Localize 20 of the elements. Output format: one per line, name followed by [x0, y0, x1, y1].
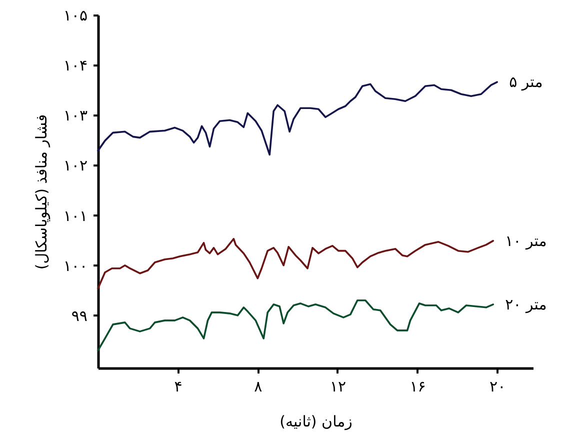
- x-tick-label: ۱۲: [330, 378, 346, 396]
- y-tick-label: ۹۹: [71, 306, 88, 325]
- x-tick-label: ۱۶: [410, 378, 426, 396]
- y-tick-label: ۱۰۲: [63, 156, 88, 175]
- line-series: [97, 300, 494, 352]
- line-series: [97, 238, 494, 290]
- x-tick-label: ۲۰: [490, 378, 506, 396]
- series-label: ۱۰ متر: [505, 232, 547, 250]
- y-tick-label: ۱۰۱: [63, 206, 88, 225]
- y-tick-label: ۱۰۵: [63, 6, 88, 24]
- y-tick-label: ۱۰۴: [63, 56, 88, 75]
- x-tick-label: ۴: [174, 378, 182, 396]
- y-tick-label: ۱۰۳: [63, 106, 88, 125]
- x-tick-label: ۸: [254, 378, 262, 396]
- y-axis-title: فشار منافذ (کیلوپاسکال): [32, 114, 50, 270]
- series-label: ۵ متر: [509, 73, 543, 92]
- x-axis-title: زمان (ثانیه): [280, 412, 352, 430]
- line-series: [97, 81, 498, 156]
- series-label: ۲۰ متر: [505, 295, 547, 314]
- y-tick-label: ۱۰۰: [63, 256, 88, 275]
